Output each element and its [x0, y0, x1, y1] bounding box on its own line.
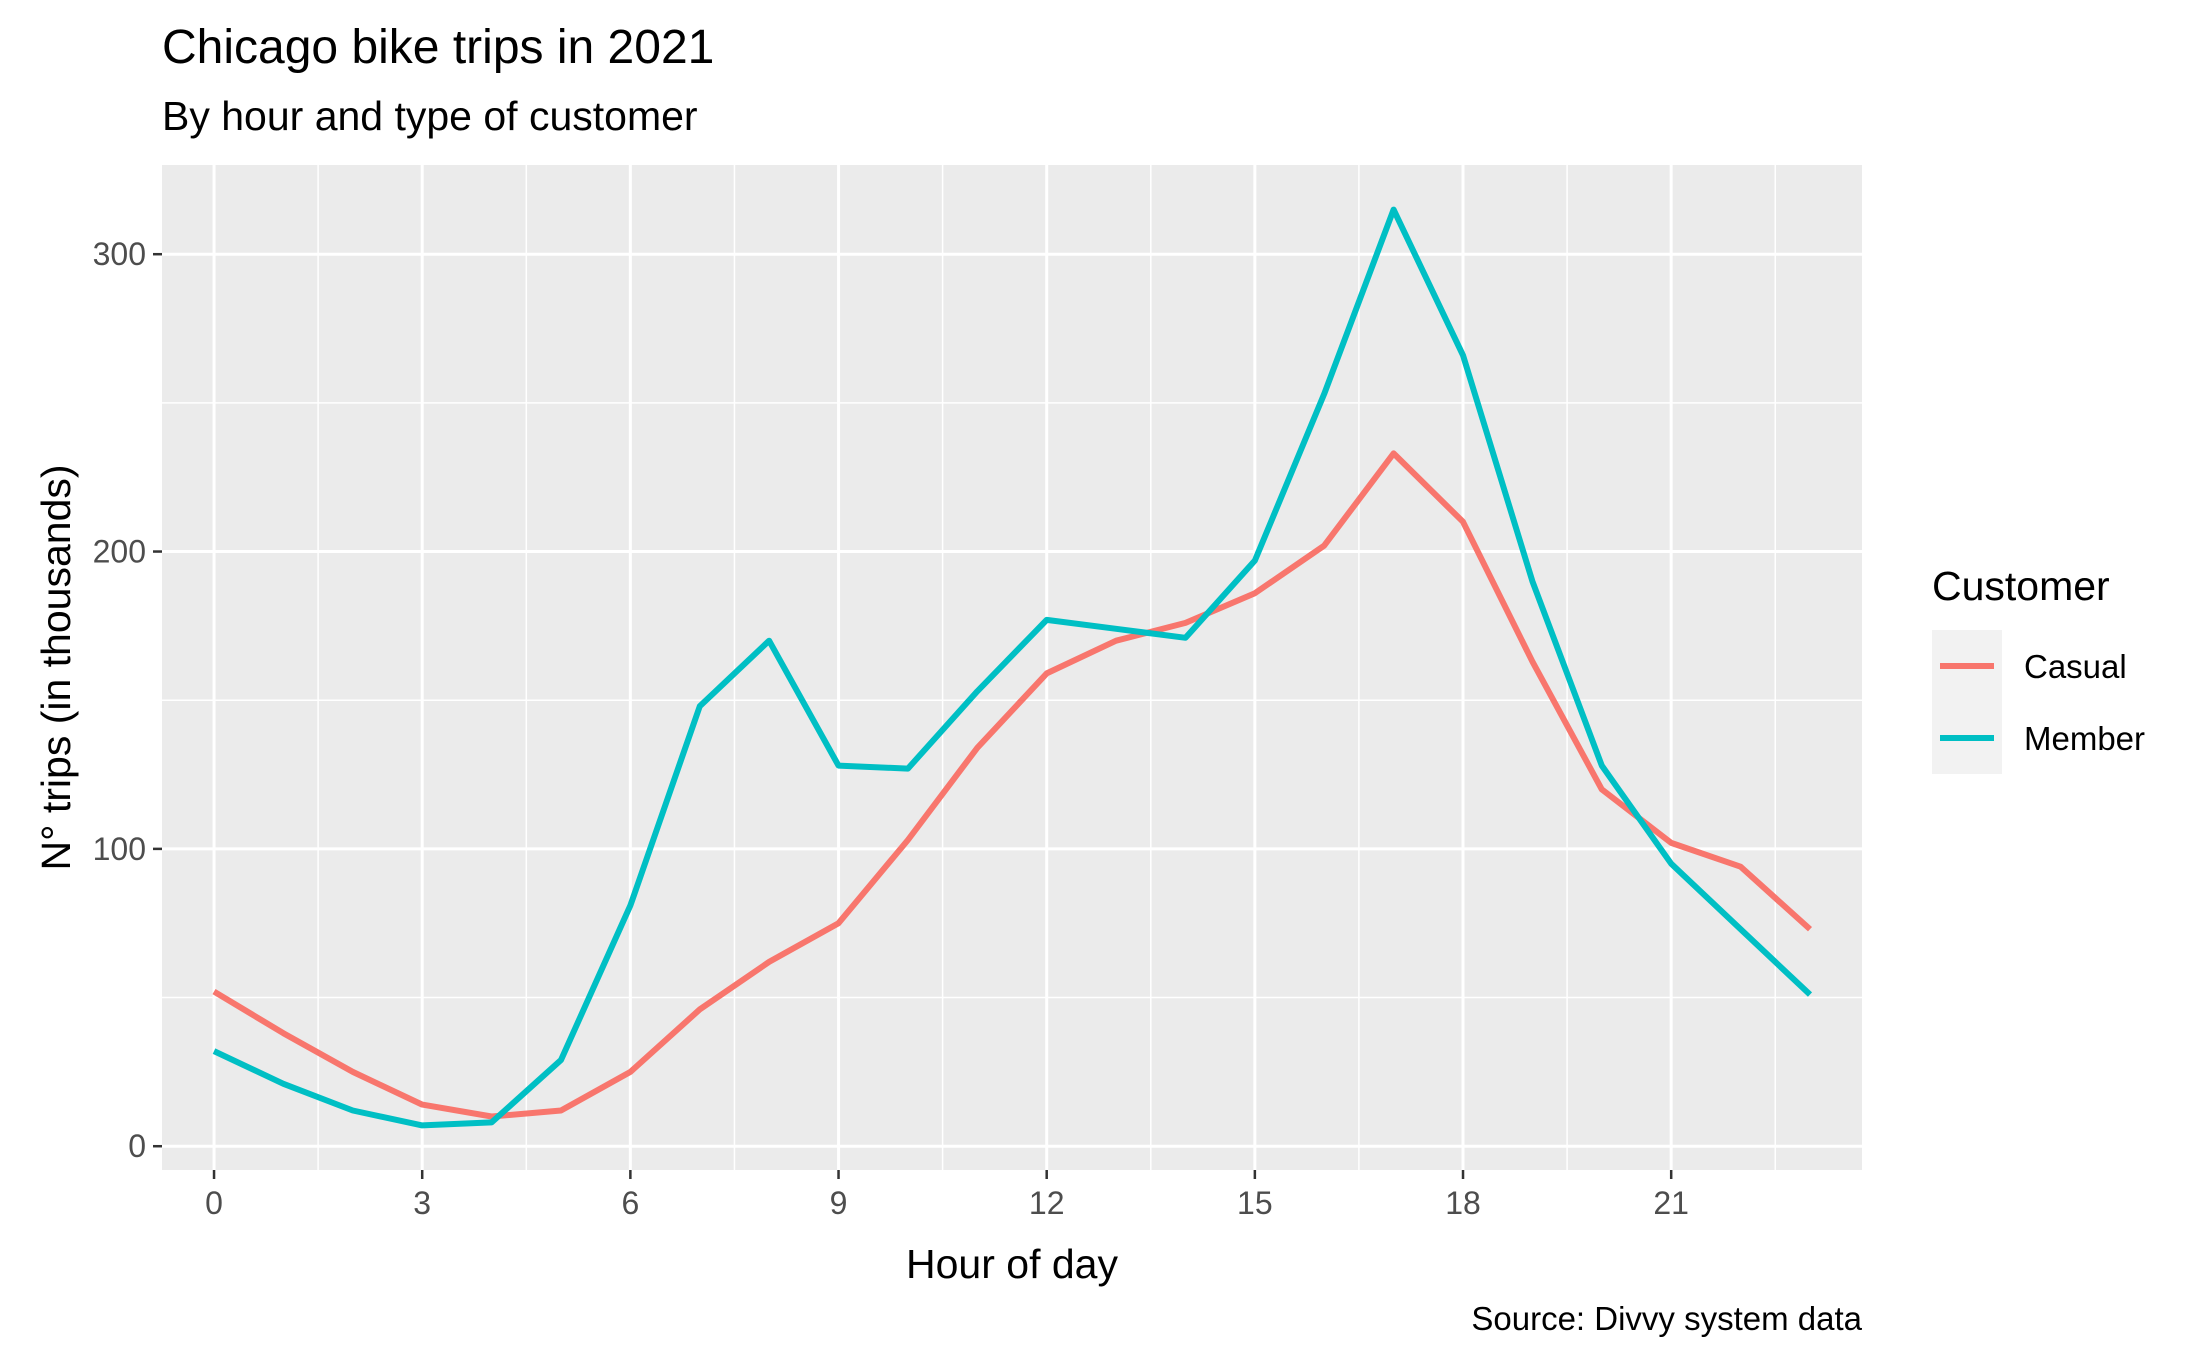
y-tick-label: 0	[128, 1128, 146, 1164]
y-tick-label: 100	[93, 831, 146, 867]
plot-panel	[162, 165, 1862, 1170]
x-tick-label: 21	[1653, 1185, 1689, 1221]
legend-label-casual: Casual	[2024, 648, 2127, 685]
x-tick-label: 12	[1029, 1185, 1065, 1221]
major-gridlines-y	[162, 252, 1862, 1148]
x-tick-label: 9	[830, 1185, 848, 1221]
x-tick-label: 0	[205, 1185, 223, 1221]
series-line-member	[212, 206, 1813, 1129]
x-tick-label: 15	[1237, 1185, 1273, 1221]
minor-gridlines-x	[317, 165, 1777, 1170]
legend: Customer Casual Member	[1932, 563, 2145, 774]
chart-subtitle: By hour and type of customer	[162, 93, 698, 139]
legend-label-member: Member	[2024, 720, 2145, 757]
y-tick-label: 300	[93, 236, 146, 272]
major-gridlines-x	[212, 165, 1673, 1170]
x-axis-ticks: 0 3 6 9 12 15 18 21	[205, 1170, 1689, 1221]
x-axis-title: Hour of day	[906, 1241, 1118, 1287]
x-tick-label: 3	[413, 1185, 431, 1221]
y-axis-ticks: 0 100 200 300	[93, 236, 162, 1164]
series-line-casual	[212, 450, 1813, 1120]
legend-title: Customer	[1932, 563, 2110, 609]
series-lines	[212, 206, 1813, 1129]
y-tick-label: 200	[93, 534, 146, 570]
chart-title: Chicago bike trips in 2021	[162, 21, 714, 74]
x-tick-label: 6	[621, 1185, 639, 1221]
y-axis-title: N° trips (in thousands)	[33, 464, 79, 870]
x-tick-label: 18	[1445, 1185, 1481, 1221]
chart-caption: Source: Divvy system data	[1471, 1300, 1862, 1337]
